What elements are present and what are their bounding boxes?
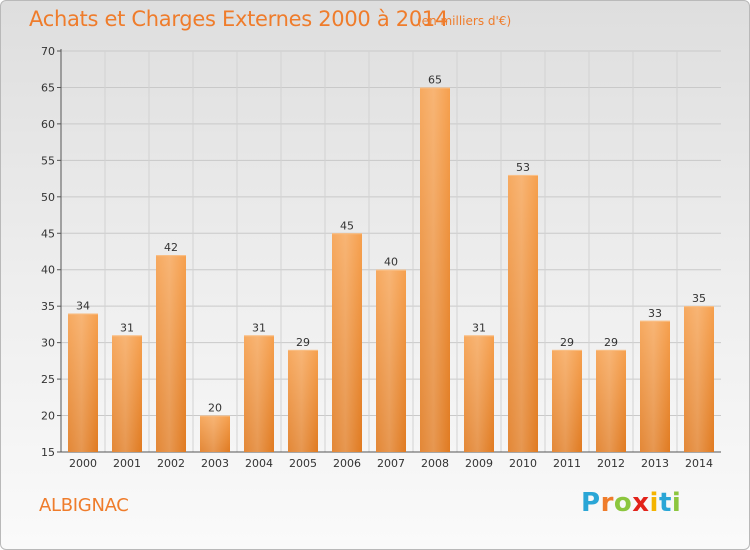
y-tick-label: 35	[41, 300, 55, 313]
x-tick-label-2002: 2002	[157, 457, 185, 470]
bar-shine-2009	[464, 335, 494, 452]
x-tick-label-2005: 2005	[289, 457, 317, 470]
bar-shine-2006	[332, 233, 362, 452]
proxiti-logo[interactable]: Proxiti	[581, 488, 681, 518]
y-tick-label: 40	[41, 264, 55, 277]
y-tick-label: 70	[41, 45, 55, 58]
y-tick-label: 45	[41, 227, 55, 240]
x-tick-label-2006: 2006	[333, 457, 361, 470]
bars	[68, 87, 714, 453]
value-label-2010: 53	[516, 161, 530, 174]
logo-letter: o	[613, 488, 633, 518]
value-label-2000: 34	[76, 299, 90, 312]
x-tick-label-2011: 2011	[553, 457, 581, 470]
logo-letter: P	[581, 488, 601, 518]
value-label-2002: 42	[164, 241, 178, 254]
bar-shine-2003	[200, 415, 230, 452]
value-label-2014: 35	[692, 292, 706, 305]
y-tick-label: 65	[41, 81, 55, 94]
x-tick-label-2007: 2007	[377, 457, 405, 470]
y-tick-label: 15	[41, 446, 55, 459]
y-tick-label: 50	[41, 191, 55, 204]
x-tick-label-2003: 2003	[201, 457, 229, 470]
x-tick-label-2012: 2012	[597, 457, 625, 470]
y-tick-label: 60	[41, 118, 55, 131]
bar-shine-2004	[244, 335, 274, 452]
bar-shine-2010	[508, 174, 538, 453]
x-tick-label-2008: 2008	[421, 457, 449, 470]
value-label-2001: 31	[120, 321, 134, 334]
x-tick-label-2000: 2000	[69, 457, 97, 470]
bar-shine-2000	[68, 313, 98, 452]
bar-shine-2012	[596, 349, 626, 452]
chart-title: Achats et Charges Externes 2000 à 2014	[29, 7, 449, 31]
logo-letter: x	[632, 488, 650, 518]
x-tick-label-2014: 2014	[685, 457, 713, 470]
bar-shine-2013	[640, 320, 670, 452]
labels: 15 20 25 30 35 40 45 50 55 60 65 70 34 2000 31 2001 42 20…	[41, 45, 713, 470]
x-tick-label-2001: 2001	[113, 457, 141, 470]
y-tick-label: 30	[41, 337, 55, 350]
bar-shine-2008	[420, 87, 450, 453]
value-label-2007: 40	[384, 256, 398, 269]
value-label-2012: 29	[604, 336, 618, 349]
value-label-2011: 29	[560, 336, 574, 349]
value-label-2004: 31	[252, 321, 266, 334]
value-label-2006: 45	[340, 219, 354, 232]
value-label-2008: 65	[428, 73, 442, 86]
logo-letter: t	[658, 488, 672, 518]
y-tick-label: 55	[41, 154, 55, 167]
x-tick-label-2010: 2010	[509, 457, 537, 470]
commune-name: ALBIGNAC	[39, 495, 129, 516]
x-tick-label-2013: 2013	[641, 457, 669, 470]
value-label-2009: 31	[472, 321, 486, 334]
x-tick-label-2004: 2004	[245, 457, 273, 470]
logo-letter: i	[671, 488, 682, 518]
value-label-2003: 20	[208, 402, 222, 415]
chart-subtitle: (en milliers d'€)	[417, 14, 512, 28]
bar-shine-2005	[288, 349, 318, 452]
x-tick-label-2009: 2009	[465, 457, 493, 470]
logo-letter: i	[649, 488, 659, 518]
bar-shine-2014	[684, 306, 714, 452]
y-tick-label: 20	[41, 410, 55, 423]
bar-shine-2007	[376, 269, 406, 452]
logo-letter: r	[600, 488, 614, 518]
bar-shine-2002	[156, 255, 186, 452]
value-label-2013: 33	[648, 307, 662, 320]
y-tick-label: 25	[41, 373, 55, 386]
bar-shine-2011	[552, 349, 582, 452]
bar-shine-2001	[112, 335, 142, 452]
value-label-2005: 29	[296, 336, 310, 349]
